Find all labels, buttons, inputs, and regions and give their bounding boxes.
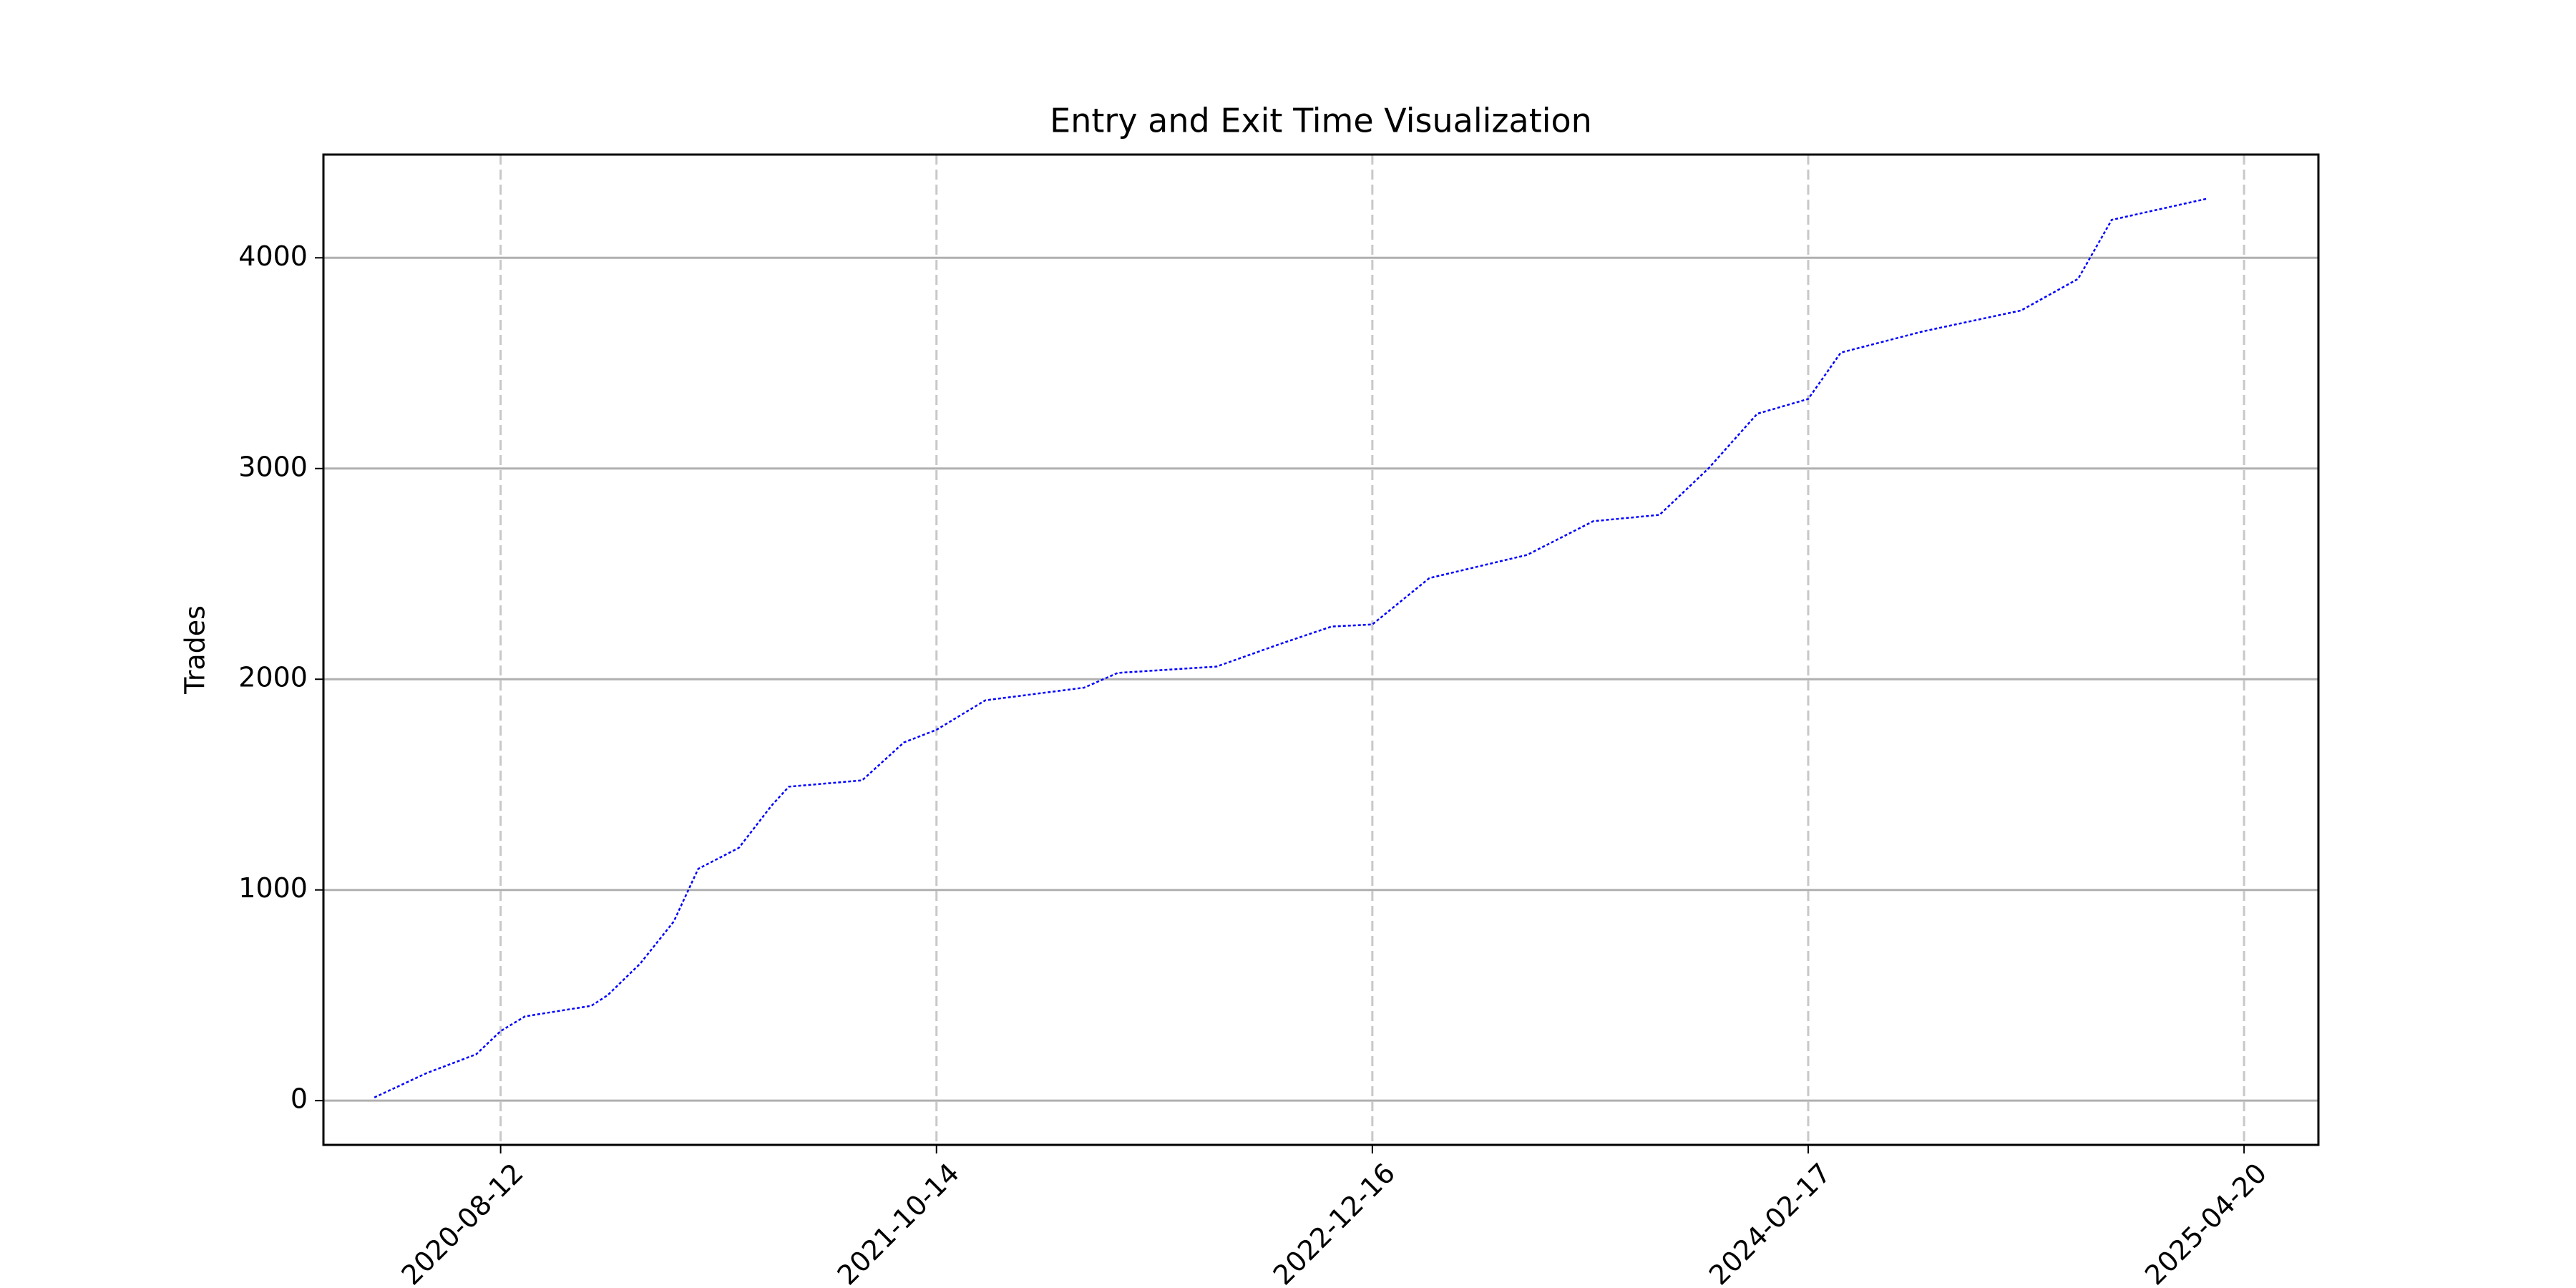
y-tick-label: 1000 (238, 872, 308, 904)
plot-frame (322, 153, 2320, 1146)
chart-title: Entry and Exit Time Visualization (1050, 102, 1592, 140)
line (374, 197, 2207, 1098)
y-tick-label: 0 (291, 1083, 308, 1115)
y-axis-label: Trades (180, 605, 211, 695)
y-tick-label: 2000 (238, 662, 308, 693)
y-tick-label: 4000 (238, 240, 308, 272)
y-tick-label: 3000 (238, 451, 308, 482)
